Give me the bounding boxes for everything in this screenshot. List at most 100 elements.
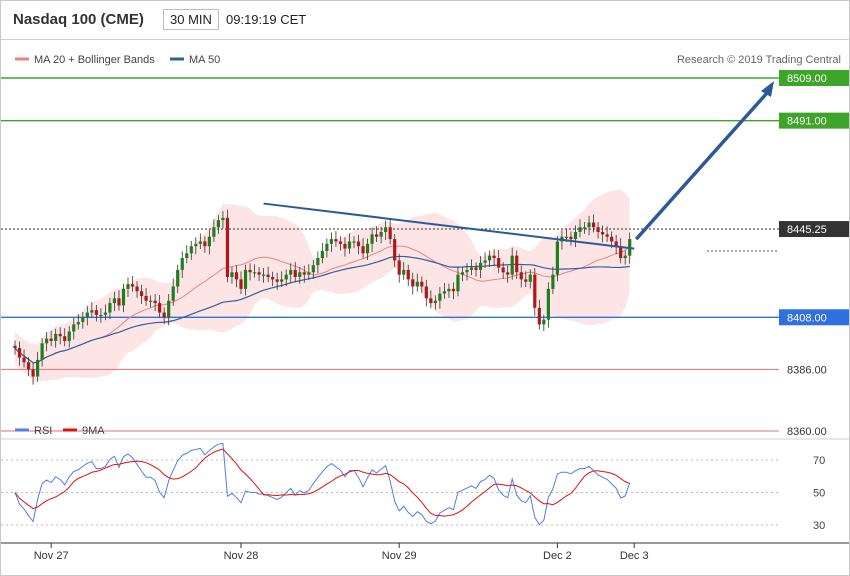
candle-body <box>343 243 347 249</box>
candle-body <box>198 241 202 244</box>
candle-body <box>519 272 523 280</box>
candle-body <box>234 272 239 280</box>
candle-body <box>216 220 220 228</box>
candle-body <box>460 272 465 275</box>
candle-body <box>108 303 112 313</box>
candle-body <box>506 272 510 275</box>
candle-body <box>189 246 193 254</box>
candle-body <box>252 272 257 274</box>
candle-body <box>596 227 600 232</box>
candle-body <box>465 269 469 273</box>
candle-body <box>17 348 22 358</box>
candle-body <box>203 241 207 247</box>
candle-body <box>36 359 40 377</box>
candle-body <box>325 243 329 251</box>
candle-body <box>194 243 198 247</box>
candle-body <box>478 262 483 270</box>
candle-body <box>542 319 546 325</box>
candle-body <box>537 307 541 325</box>
candle-body <box>533 274 537 308</box>
candle-body <box>352 241 356 243</box>
candle-body <box>176 269 180 287</box>
candle-body <box>510 255 514 275</box>
candle-body <box>361 246 365 254</box>
candle-body <box>356 241 361 247</box>
candle-body <box>103 312 107 315</box>
candle-body <box>298 272 302 278</box>
candle-body <box>619 246 623 259</box>
x-tick-label-3: Dec 2 <box>543 550 572 562</box>
candle-body <box>420 281 424 287</box>
candle-body <box>94 310 98 315</box>
candle-body <box>81 317 85 323</box>
candle-body <box>67 331 71 341</box>
candle-body <box>320 250 324 259</box>
candle-body <box>248 269 252 273</box>
level-label-3: 8408.00 <box>787 312 827 324</box>
rsi-line <box>14 442 631 526</box>
level-tag-1 <box>779 112 849 129</box>
candle-body <box>221 217 225 221</box>
candle-body <box>623 255 627 259</box>
candle-body <box>582 227 587 229</box>
candle-body <box>601 231 605 235</box>
rsi-legend-label-1: 9MA <box>82 425 105 437</box>
level-tag-5 <box>779 423 849 439</box>
candle-body <box>239 279 243 289</box>
time-readout: 09:19:19 CET <box>226 12 307 27</box>
candle-body <box>384 227 388 232</box>
candle-body <box>135 286 139 292</box>
candle-body <box>121 288 126 306</box>
candle-body <box>501 267 505 273</box>
candle-body <box>180 258 184 270</box>
candle-body <box>388 227 392 240</box>
candle-body <box>58 333 62 337</box>
candle-body <box>280 279 284 282</box>
x-tick-label-2: Nov 29 <box>382 550 417 562</box>
level-tag-0 <box>779 70 849 86</box>
candle-body <box>614 241 618 247</box>
candle-body <box>338 241 343 244</box>
timeframe-selector[interactable]: 30 MIN <box>163 9 219 30</box>
candle-body <box>271 277 275 280</box>
candle-body <box>469 267 474 270</box>
candle-body <box>230 272 234 278</box>
candle-body <box>257 272 261 275</box>
rsi-tick-1: 50 <box>813 488 825 500</box>
candle-body <box>45 338 49 344</box>
candle-body <box>406 269 410 280</box>
copyright-text: Research © 2019 Trading Central <box>677 54 841 66</box>
candle-body <box>573 231 578 240</box>
candle-body <box>329 239 333 244</box>
ma20-line <box>14 245 631 364</box>
candle-body <box>546 288 550 320</box>
x-tick-label-4: Dec 3 <box>620 550 649 562</box>
rsi-tick-2: 30 <box>813 520 825 532</box>
candle-body <box>316 258 320 266</box>
candle-body <box>126 284 130 289</box>
forecast-arrow-head <box>761 81 774 97</box>
instrument-title: Nasdaq 100 (CME) <box>13 11 144 28</box>
candle-body <box>49 338 53 341</box>
candle-body <box>293 269 297 278</box>
x-tick-label-1: Nov 28 <box>224 550 259 562</box>
level-label-0: 8509.00 <box>787 73 827 85</box>
candle-body <box>26 362 31 370</box>
candle-body <box>262 274 266 276</box>
forecast-arrow-shaft <box>634 91 769 241</box>
candle-body <box>167 300 171 318</box>
candle-body <box>158 303 162 313</box>
candle-body <box>605 234 609 237</box>
candle-body <box>13 345 17 349</box>
ma50-line <box>14 255 630 364</box>
candle-body <box>171 286 175 301</box>
candle-body <box>307 272 311 275</box>
legend-label-0: MA 20 + Bollinger Bands <box>34 54 155 66</box>
level-label-2: 8445.25 <box>787 224 827 236</box>
candle-body <box>207 236 211 247</box>
candle-body <box>415 281 419 287</box>
candle-body <box>22 357 26 363</box>
candle-body <box>555 241 559 275</box>
level-tag-4 <box>779 361 849 378</box>
